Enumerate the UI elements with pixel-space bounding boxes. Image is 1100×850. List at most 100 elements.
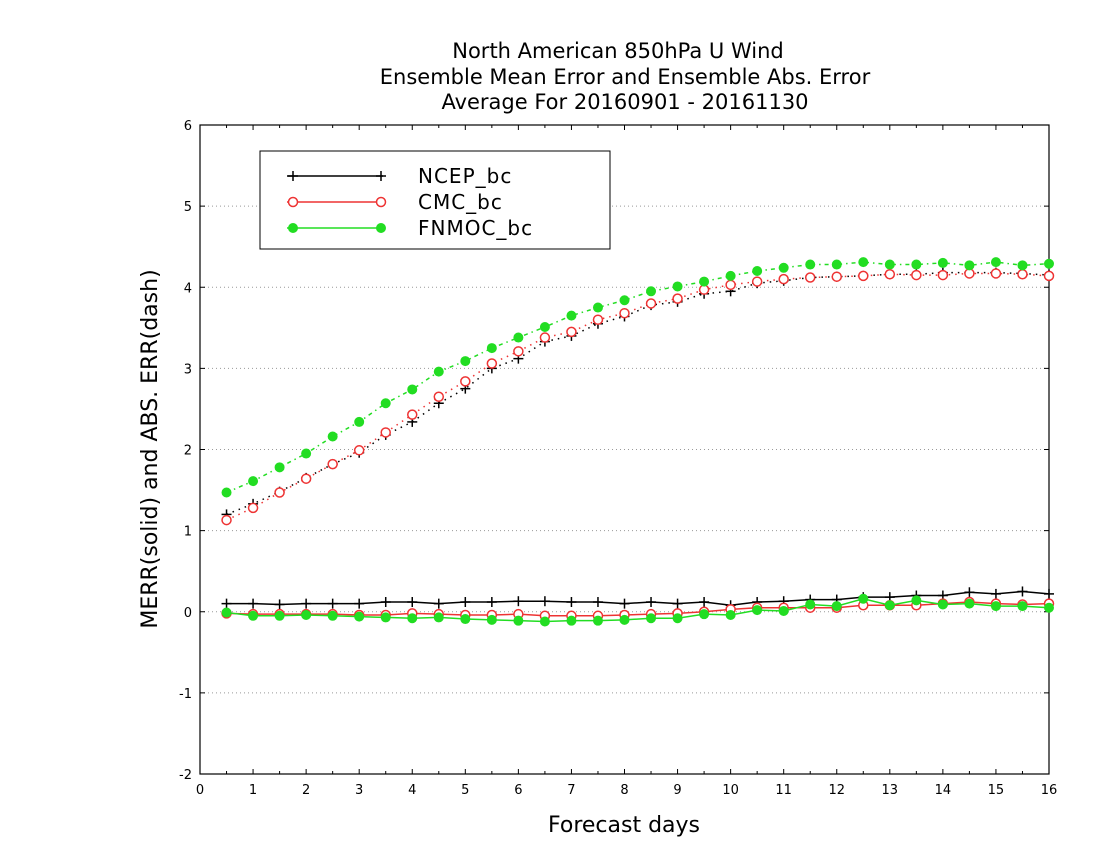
abs-err-point (539, 322, 550, 333)
merr-point (752, 605, 763, 616)
abs-err-point (513, 332, 524, 343)
merr-point (1044, 602, 1054, 613)
abs-err-point (937, 257, 948, 268)
merr-point (539, 596, 550, 607)
abs-err-point (380, 427, 391, 438)
merr-point (1017, 601, 1028, 612)
abs-err-point (354, 416, 365, 427)
merr-point (911, 595, 922, 606)
abs-err-point (990, 268, 1002, 279)
x-tick-label: 16 (1041, 783, 1058, 798)
abs-err-point (619, 307, 630, 319)
merr-point (327, 610, 338, 621)
legend-marker-end (376, 171, 386, 181)
y-tick-label: -1 (179, 687, 192, 702)
merr-point (221, 598, 232, 609)
x-tick-label: 3 (355, 783, 363, 798)
x-tick-label: 12 (828, 783, 845, 798)
abs-err-point (486, 343, 497, 354)
merr-point (539, 616, 550, 627)
abs-err-point (645, 298, 657, 309)
merr-point (274, 599, 285, 610)
merr-point (327, 598, 338, 609)
legend-marker-start (288, 171, 298, 181)
abs-err-point (1044, 258, 1054, 269)
abs-err-point (301, 448, 312, 459)
merr-point (248, 610, 259, 621)
abs-err-point (646, 286, 657, 297)
merr-point (433, 598, 444, 609)
abs-err-point (300, 473, 312, 484)
x-tick-label: 6 (514, 783, 522, 798)
x-tick-label: 0 (196, 783, 204, 798)
legend-marker-end (376, 223, 386, 233)
series-FNMOC_bc (221, 257, 1054, 627)
abs-err-point (858, 270, 869, 282)
abs-err-point (831, 259, 842, 270)
merr-point (407, 597, 418, 608)
abs-err-point (672, 293, 683, 304)
abs-err-line-NCEP_bc (226, 271, 1050, 516)
x-tick-label: 5 (461, 783, 469, 798)
abs-err-point (247, 502, 259, 514)
abs-err-point (353, 445, 365, 456)
y-tick-label: 3 (184, 362, 192, 377)
legend-label-NCEP_bc: NCEP_bc (418, 164, 512, 188)
abs-err-point (699, 276, 710, 287)
legend-marker-start (287, 196, 299, 208)
x-tick-label: 14 (935, 783, 952, 798)
merr-point (725, 609, 736, 620)
merr-point (592, 615, 603, 626)
abs-err-point (1043, 270, 1055, 282)
x-tick-label: 10 (722, 783, 739, 798)
abs-err-point (592, 302, 603, 313)
abs-err-point (937, 269, 949, 281)
abs-err-point (486, 358, 498, 369)
merr-point (354, 598, 365, 609)
merr-point (619, 614, 630, 625)
merr-point (858, 593, 869, 604)
abs-err-point (751, 276, 763, 287)
x-tick-label: 13 (882, 783, 899, 798)
merr-point (301, 609, 312, 620)
merr-point (964, 598, 975, 609)
merr-point (274, 610, 285, 621)
abs-err-point (327, 431, 338, 442)
abs-err-point (513, 346, 524, 357)
abs-err-point (327, 458, 338, 470)
merr-point (646, 597, 657, 608)
merr-point (619, 598, 630, 609)
x-tick-label: 2 (302, 783, 310, 798)
merr-point (831, 601, 842, 612)
merr-point (380, 612, 391, 623)
chart-title-line-2: Ensemble Mean Error and Ensemble Abs. Er… (380, 65, 871, 89)
abs-err-point (274, 462, 285, 473)
y-tick-label: 5 (184, 200, 192, 215)
x-axis-title: Forecast days (548, 813, 700, 838)
merr-point (460, 614, 471, 625)
merr-point (460, 597, 471, 608)
merr-point (778, 605, 789, 616)
merr-point (964, 587, 975, 598)
legend-label-FNMOC_bc: FNMOC_bc (418, 216, 533, 240)
abs-err-point (407, 384, 418, 395)
chart-title-line-3: Average For 20160901 - 20161130 (441, 90, 808, 114)
merr-point (301, 598, 312, 609)
merr-point (990, 588, 1001, 599)
y-tick-label: -2 (179, 768, 192, 783)
abs-err-point (725, 270, 736, 281)
y-tick-label: 4 (184, 281, 192, 296)
x-tick-label: 8 (620, 783, 628, 798)
y-tick-label: 0 (184, 606, 192, 621)
merr-point (699, 597, 710, 608)
abs-err-point (804, 272, 816, 283)
x-tick-label: 11 (775, 783, 792, 798)
merr-point (884, 600, 895, 611)
abs-err-point (990, 257, 1001, 268)
abs-err-point (619, 295, 630, 306)
abs-err-point (460, 376, 471, 387)
merr-point (380, 597, 391, 608)
